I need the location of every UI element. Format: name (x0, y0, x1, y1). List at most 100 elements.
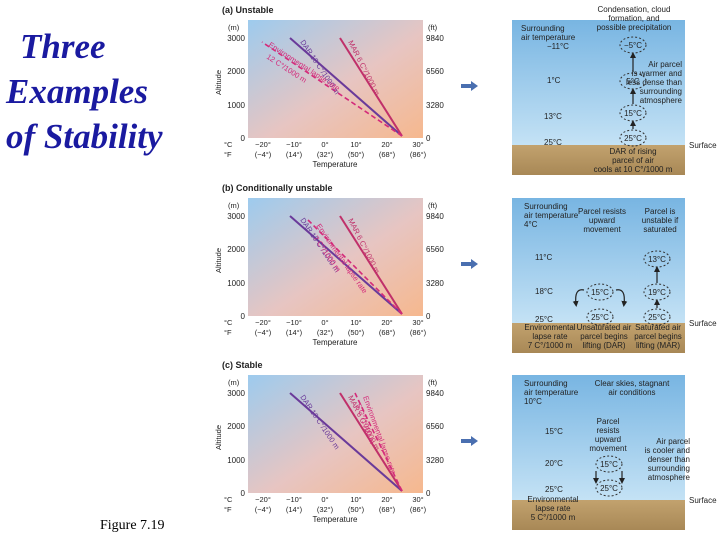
dar-line (289, 215, 403, 315)
celsius-tick: −10° (286, 140, 302, 149)
celsius-tick: 10° (350, 140, 361, 149)
flow-arrow-shaft (461, 439, 471, 443)
celsius-tick: 10° (350, 318, 361, 327)
env-lapse-line (307, 219, 403, 315)
parcel-temp: 19°C (648, 288, 666, 297)
air-parcel (586, 283, 614, 301)
resists-note-1: Parcel (597, 417, 620, 426)
mar-line (339, 215, 403, 315)
celsius-unit: °C (224, 495, 233, 504)
figure-caption: Figure 7.19 (100, 518, 165, 533)
surrounding-header-3: 10°C (524, 397, 542, 406)
parcel-temp: 15°C (624, 109, 642, 118)
celsius-tick: 20° (381, 140, 392, 149)
env-rate-note-3: 5 C°/1000 m (531, 513, 576, 522)
fahrenheit-tick: (68°) (379, 150, 396, 159)
unit-m-label: (m) (228, 378, 240, 387)
ground-area (512, 323, 685, 353)
env-lapse-line (261, 41, 403, 137)
resists-note-2: resists (596, 426, 619, 435)
parcel-temp: 25°C (600, 484, 618, 493)
celsius-tick: −20° (255, 140, 271, 149)
unsaturated-note-3: lifting (DAR) (582, 341, 625, 350)
sink-arrow (572, 289, 585, 307)
parcel-warmer-note-5: atmosphere (640, 96, 683, 105)
parcel-temp: 25°C (648, 313, 666, 322)
parcel-cooler-note-2: is cooler and (645, 446, 690, 455)
unit-m-label: (m) (228, 201, 240, 210)
ground-area (512, 500, 685, 530)
flow-arrow-shaft (461, 262, 471, 266)
celsius-tick: −20° (255, 318, 271, 327)
y-axis-label: Altitude (214, 248, 223, 273)
fahrenheit-tick: (−4°) (255, 150, 272, 159)
altitude-ft-tick: 3280 (426, 101, 444, 110)
parcel-cooler-note-5: atmosphere (648, 473, 691, 482)
celsius-tick: −10° (286, 318, 302, 327)
unit-m-label: (m) (228, 23, 240, 32)
panel-label: (b) Conditionally unstable (222, 183, 333, 193)
title-line-3: of Stability (6, 117, 163, 156)
resists-note-2: upward (589, 216, 615, 225)
flow-arrow-icon (471, 259, 478, 269)
altitude-m-tick: 3000 (227, 34, 245, 43)
air-parcel (595, 479, 623, 497)
parcel-temp: 15°C (600, 460, 618, 469)
unit-ft-label: (ft) (428, 378, 438, 387)
altitude-ft-tick: 6560 (426, 245, 444, 254)
surrounding-temp: 25°C (545, 485, 563, 494)
surrounding-temp: 25°C (535, 315, 553, 324)
celsius-tick: 0° (321, 140, 328, 149)
unstable-if-saturated-note-1: Parcel is (645, 207, 676, 216)
surface-label: Surface (689, 141, 717, 150)
altitude-m-tick: 1000 (227, 456, 245, 465)
flow-arrow-icon (471, 436, 478, 446)
surrounding-header-2: air temperature (521, 33, 576, 42)
dar-line (289, 392, 403, 492)
env-rate-note-1: Environmental (527, 495, 578, 504)
fahrenheit-tick: (50°) (348, 328, 365, 337)
saturated-note-2: parcel begins (634, 332, 682, 341)
celsius-tick: 30° (412, 140, 423, 149)
env-rate-note-1: Environmental (524, 323, 575, 332)
celsius-tick: 30° (412, 318, 423, 327)
fahrenheit-tick: (68°) (379, 328, 396, 337)
parcel-temp: 5°C (626, 77, 640, 86)
altitude-ft-tick: 3280 (426, 456, 444, 465)
dar-note-2: parcel of air (612, 156, 654, 165)
altitude-ft-tick: 9840 (426, 212, 444, 221)
panels-layer: (a) Unstable (m) (ft) 3000 2000 1000 0 9840 6560… (214, 5, 717, 530)
altitude-m-tick: 0 (241, 489, 246, 498)
x-axis-label: Temperature (313, 338, 358, 347)
parcel-warmer-note-1: Air parcel (648, 60, 682, 69)
altitude-m-tick: 2000 (227, 67, 245, 76)
ground-area (512, 145, 685, 175)
fahrenheit-tick: (32°) (317, 150, 334, 159)
celsius-tick: 10° (350, 495, 361, 504)
altitude-m-tick: 1000 (227, 279, 245, 288)
clear-skies-note-1: Clear skies, stagnant (595, 379, 670, 388)
surrounding-temp: −11°C (547, 42, 569, 51)
condensation-note-2: formation, and (608, 14, 659, 23)
altitude-m-tick: 0 (241, 134, 246, 143)
surrounding-header-1: Surrounding (524, 202, 568, 211)
fahrenheit-tick: (86°) (410, 328, 427, 337)
altitude-ft-tick: 0 (426, 134, 431, 143)
panel-label: (c) Stable (222, 360, 263, 370)
fahrenheit-tick: (68°) (379, 505, 396, 514)
panel-label: (a) Unstable (222, 5, 274, 15)
unit-ft-label: (ft) (428, 23, 438, 32)
surrounding-temp: 15°C (545, 427, 563, 436)
altitude-m-tick: 1000 (227, 101, 245, 110)
y-axis-label: Altitude (214, 70, 223, 95)
x-axis-label: Temperature (313, 160, 358, 169)
parcel-cooler-note-1: Air parcel (656, 437, 690, 446)
altitude-ft-tick: 0 (426, 312, 431, 321)
altitude-m-tick: 3000 (227, 212, 245, 221)
celsius-tick: 0° (321, 318, 328, 327)
condensation-note-1: Condensation, cloud (598, 5, 671, 14)
resists-note-4: movement (589, 444, 627, 453)
y-axis-label: Altitude (214, 425, 223, 450)
altitude-ft-tick: 0 (426, 489, 431, 498)
fahrenheit-tick: (50°) (348, 505, 365, 514)
